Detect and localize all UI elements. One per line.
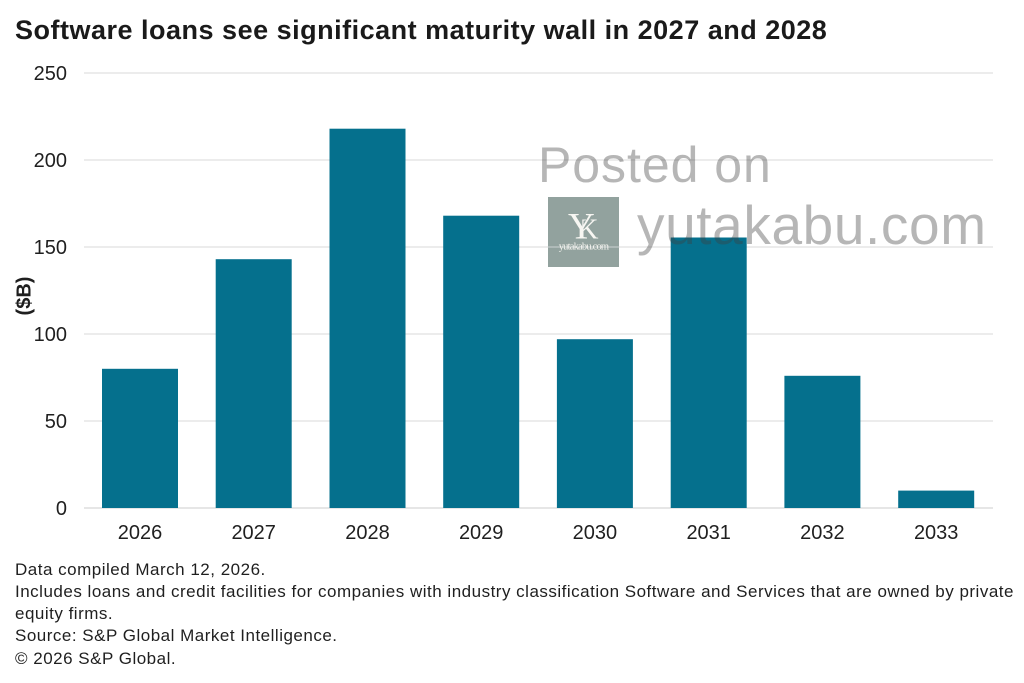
svg-text:2029: 2029 xyxy=(459,522,504,544)
svg-text:K: K xyxy=(578,213,599,245)
svg-text:2031: 2031 xyxy=(686,522,731,544)
svg-text:yutakabu.com: yutakabu.com xyxy=(559,242,609,253)
svg-text:250: 250 xyxy=(34,63,67,85)
svg-text:50: 50 xyxy=(45,411,67,433)
svg-text:2032: 2032 xyxy=(800,522,845,544)
svg-text:2033: 2033 xyxy=(914,522,959,544)
svg-text:150: 150 xyxy=(34,237,67,259)
svg-text:2028: 2028 xyxy=(345,522,390,544)
svg-text:2026: 2026 xyxy=(118,522,163,544)
svg-text:($B): ($B) xyxy=(14,277,36,316)
svg-text:100: 100 xyxy=(34,324,67,346)
svg-text:0: 0 xyxy=(56,498,67,520)
svg-text:Y: Y xyxy=(568,206,595,247)
svg-text:2030: 2030 xyxy=(573,522,618,544)
svg-text:2027: 2027 xyxy=(231,522,276,544)
svg-text:200: 200 xyxy=(34,150,67,172)
